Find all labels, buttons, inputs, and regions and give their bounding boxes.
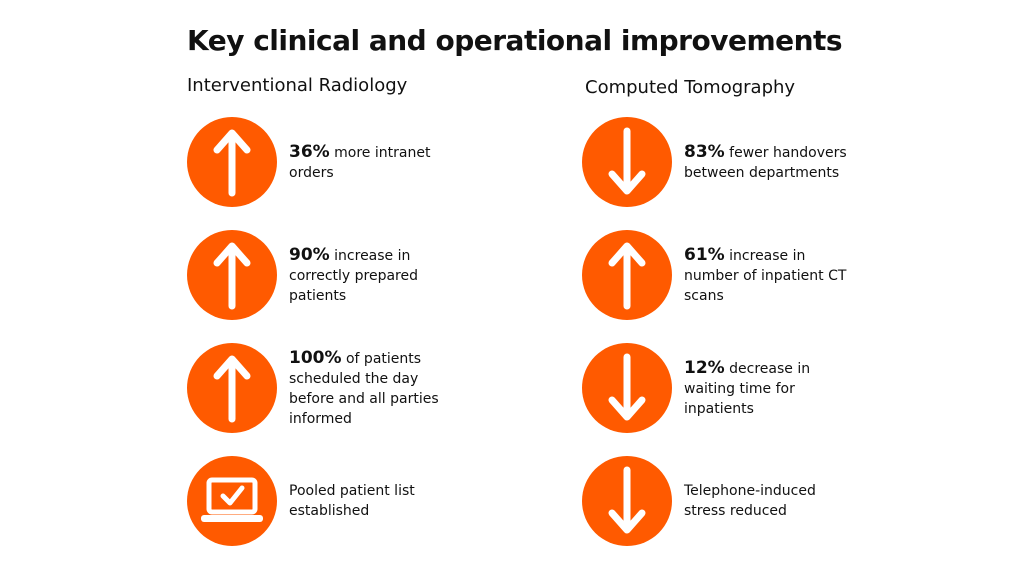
stat-item: 61% increase in number of inpatient CT s…	[582, 230, 859, 320]
arrow-up-icon	[187, 343, 277, 433]
column-heading-interventional-radiology: Interventional Radiology	[187, 75, 408, 96]
stat-text: Pooled patient list established	[289, 481, 464, 521]
stat-item: 83% fewer handovers between departments	[582, 117, 859, 207]
arrow-down-icon	[582, 456, 672, 546]
stat-description: of patients scheduled the day before and…	[289, 350, 439, 427]
laptop-check-icon	[187, 456, 277, 546]
stat-value: 100%	[289, 347, 342, 368]
stat-item: 12% decrease in waiting time for inpatie…	[582, 343, 859, 433]
stat-value: 83%	[684, 141, 725, 162]
stat-text: 12% decrease in waiting time for inpatie…	[684, 358, 859, 419]
stat-description: more intranet orders	[289, 144, 431, 181]
stat-description: increase in correctly prepared patients	[289, 247, 419, 304]
stat-value: 90%	[289, 244, 330, 265]
stat-text: 36% more intranet orders	[289, 142, 464, 183]
stat-text: 100% of patients scheduled the day befor…	[289, 348, 464, 429]
arrow-up-icon	[187, 117, 277, 207]
arrow-up-icon	[582, 230, 672, 320]
stat-value: 61%	[684, 244, 725, 265]
stat-item: 90% increase in correctly prepared patie…	[187, 230, 464, 320]
stat-description: Telephone-induced stress reduced	[684, 483, 816, 519]
stat-item: 100% of patients scheduled the day befor…	[187, 343, 464, 433]
arrow-down-icon	[582, 117, 672, 207]
stat-value: 12%	[684, 357, 725, 378]
stat-item: Telephone-induced stress reduced	[582, 456, 859, 546]
column-heading-computed-tomography: Computed Tomography	[585, 77, 796, 98]
page-title: Key clinical and operational improvement…	[187, 24, 843, 57]
stat-value: 36%	[289, 141, 330, 162]
stat-item: Pooled patient list established	[187, 456, 464, 546]
stat-text: 61% increase in number of inpatient CT s…	[684, 245, 859, 306]
stat-text: Telephone-induced stress reduced	[684, 481, 859, 521]
stat-description: decrease in waiting time for inpatients	[684, 360, 811, 417]
arrow-down-icon	[582, 343, 672, 433]
stat-item: 36% more intranet orders	[187, 117, 464, 207]
stat-description: fewer handovers between departments	[684, 144, 847, 181]
stat-text: 90% increase in correctly prepared patie…	[289, 245, 464, 306]
stat-description: increase in number of inpatient CT scans	[684, 247, 847, 304]
stat-description: Pooled patient list established	[289, 483, 415, 519]
arrow-up-icon	[187, 230, 277, 320]
stat-text: 83% fewer handovers between departments	[684, 142, 859, 183]
